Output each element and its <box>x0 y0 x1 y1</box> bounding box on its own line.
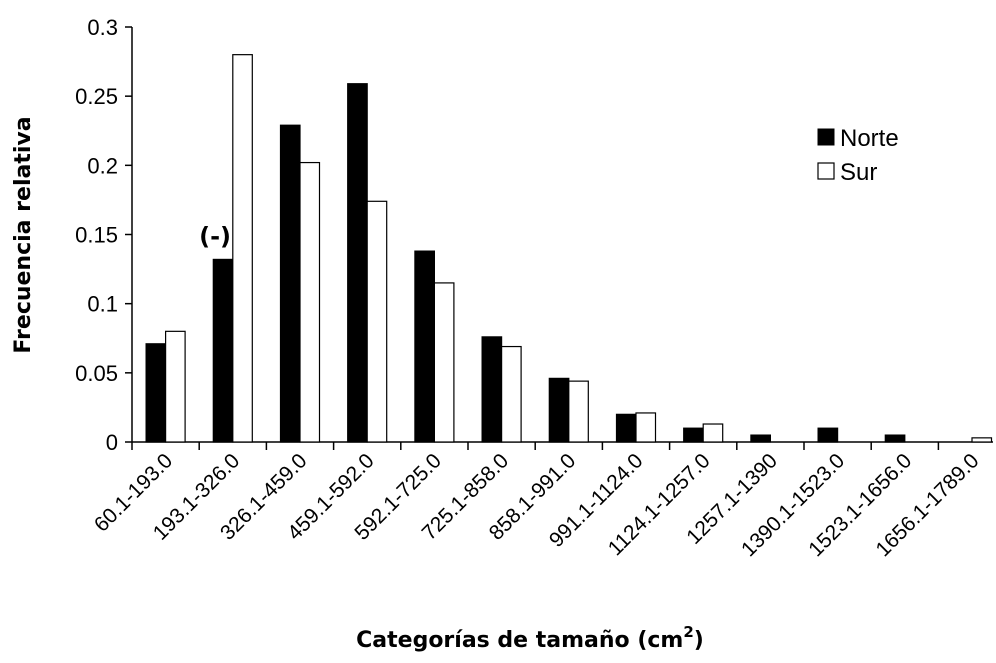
bar-norte-11 <box>884 434 906 443</box>
annotation-label: (-) <box>199 222 231 250</box>
y-tick-label: 0.1 <box>87 292 118 317</box>
y-tick-label: 0.2 <box>87 153 118 178</box>
bar-norte-4 <box>414 250 435 443</box>
bar-sur-4 <box>433 282 455 443</box>
bar-norte-0 <box>145 343 167 443</box>
y-axis-title: Frecuencia relativa <box>11 116 36 353</box>
bar-sur-12 <box>971 437 993 443</box>
y-tick-label: 0.15 <box>75 223 118 248</box>
x-axis-title-main: Categorías de tamaño (cm <box>356 628 683 653</box>
x-axis-title-close: ) <box>694 628 704 653</box>
x-axis-title-superscript: 2 <box>683 623 693 641</box>
legend-label-norte: Norte <box>840 125 899 152</box>
bar-sur-5 <box>501 345 522 443</box>
y-tick-label: 0.3 <box>87 15 118 40</box>
annotations: (-) <box>199 222 231 250</box>
bar-sur-0 <box>165 330 186 443</box>
bar-norte-10 <box>817 427 839 443</box>
bars <box>145 54 993 443</box>
legend-label-sur: Sur <box>840 159 877 186</box>
bar-sur-8 <box>702 423 724 443</box>
y-tick-label: 0.05 <box>75 361 118 386</box>
bar-norte-5 <box>481 336 503 443</box>
bar-norte-6 <box>548 377 570 443</box>
bar-norte-7 <box>615 413 637 443</box>
bar-sur-2 <box>299 161 321 443</box>
legend-swatch-sur <box>817 162 835 180</box>
bar-sur-7 <box>635 412 657 443</box>
y-axis-ticks: 0 0.05 0.1 0.15 0.2 0.25 0.3 <box>75 15 132 455</box>
bar-norte-8 <box>683 427 704 443</box>
legend: Norte Sur <box>817 125 899 186</box>
bar-norte-9 <box>750 434 772 443</box>
legend-swatch-norte <box>817 128 835 146</box>
y-tick-label: 0.25 <box>75 84 118 109</box>
bar-norte-1 <box>212 258 234 443</box>
bar-sur-1 <box>232 54 253 443</box>
x-axis-title: Categorías de tamaño (cm2) <box>356 623 704 653</box>
bar-sur-3 <box>366 200 388 443</box>
x-axis-ticks: 60.1-193.0193.1-326.0326.1-459.0459.1-59… <box>90 442 984 561</box>
bar-norte-3 <box>347 83 368 443</box>
bar-norte-2 <box>279 124 301 443</box>
bar-sur-6 <box>568 380 589 443</box>
y-tick-label: 0 <box>106 430 118 455</box>
